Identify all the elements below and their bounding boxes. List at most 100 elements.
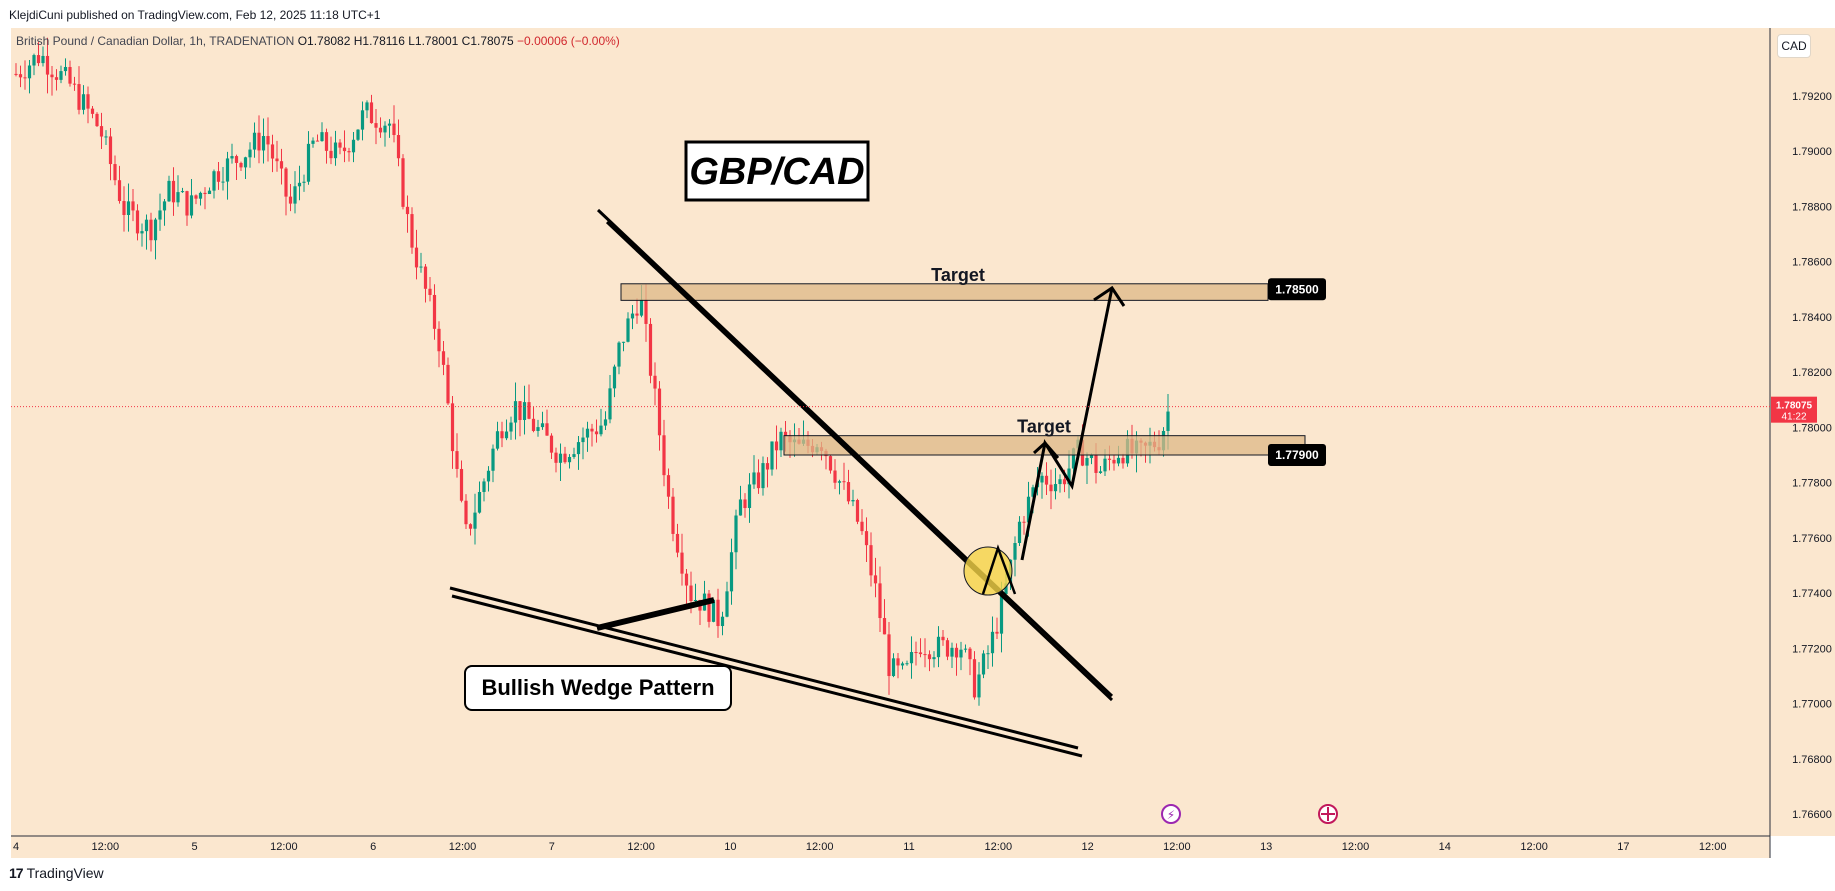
currency-button[interactable]: CAD (1777, 34, 1811, 58)
candle-body (248, 149, 252, 158)
candle-body (918, 652, 923, 655)
brand-name: TradingView (26, 865, 104, 881)
candle-body (905, 663, 909, 665)
candle-body (113, 164, 117, 181)
time-tick-label: 4 (13, 841, 19, 853)
candle-body (99, 126, 104, 137)
candle-body (455, 451, 459, 469)
candle-body (1040, 475, 1044, 483)
candle-body (986, 653, 990, 655)
projection-arrow (1020, 287, 1114, 561)
time-tick-label: 12:00 (270, 841, 298, 853)
candle-body (1166, 411, 1170, 431)
candle-body (509, 422, 513, 432)
candle-body (257, 132, 261, 151)
candle-body (581, 437, 585, 443)
candle-body (995, 631, 999, 634)
arrow-head (1032, 440, 1060, 459)
candle-body (648, 323, 653, 376)
candle-body (140, 231, 144, 234)
candle-body (486, 470, 491, 482)
pattern-label: Bullish Wedge Pattern (481, 675, 714, 700)
tradingview-logo[interactable]: 17 TradingView (9, 865, 104, 881)
price-tick-label: 1.79200 (1792, 91, 1832, 103)
price-tick-label: 1.77600 (1792, 533, 1832, 545)
candle-body (495, 431, 500, 449)
candle-body (1062, 479, 1067, 485)
candle-body (612, 366, 617, 389)
price-tick-label: 1.77200 (1792, 643, 1832, 655)
candle-body (981, 653, 986, 675)
change-value: −0.00006 (−0.00%) (517, 34, 620, 48)
arrow-head (1093, 285, 1126, 307)
candle-body (311, 140, 315, 144)
candle-body (365, 102, 369, 111)
candle-body (1022, 521, 1026, 523)
candle-body (266, 136, 270, 145)
time-tick-label: 13 (1260, 841, 1272, 853)
candle-body (666, 475, 671, 497)
candle-body (954, 647, 959, 658)
time-tick-label: 10 (724, 841, 736, 853)
time-tick-label: 12:00 (92, 841, 120, 853)
candle-body (167, 180, 171, 202)
candle-body (86, 94, 90, 109)
candle-body (59, 71, 63, 80)
candle-body (842, 481, 846, 483)
candle-body (360, 110, 365, 130)
candle-body (504, 431, 509, 439)
candle-body (1085, 458, 1089, 466)
zones-layer: Target 1.78500 Target 1.77900 (620, 265, 1326, 466)
candle-body (491, 448, 495, 471)
candle-body (315, 140, 320, 142)
time-tick-label: 12:00 (1163, 841, 1191, 853)
candle-body (765, 463, 770, 470)
candle-body (1013, 543, 1017, 560)
candle-body (738, 499, 743, 516)
candle-body (828, 456, 833, 471)
title-box (684, 140, 870, 202)
candle-body (45, 55, 50, 75)
candle-body (779, 431, 783, 451)
candle-body (846, 482, 851, 502)
candle-body (639, 299, 644, 316)
candle-body (909, 652, 914, 664)
candle-body (1089, 455, 1094, 459)
candle-body (320, 132, 324, 142)
candle-body (18, 74, 23, 78)
time-tick-label: 17 (1617, 841, 1629, 853)
candle-body (324, 132, 329, 151)
price-axis[interactable] (1770, 28, 1835, 836)
candle-body (743, 499, 747, 509)
chart-title: GBP/CAD (689, 151, 864, 193)
candle-body (576, 442, 581, 455)
zone-price-label: 1.77900 (1275, 448, 1319, 462)
symbol-name[interactable]: British Pound / Canadian Dollar, 1h, TRA… (16, 34, 295, 48)
time-axis[interactable] (11, 836, 1770, 858)
time-tick-label: 12 (1081, 841, 1093, 853)
candle-body (851, 500, 855, 502)
candle-body (1103, 458, 1107, 472)
candle-body (302, 181, 306, 183)
price-tick-label: 1.77400 (1792, 588, 1832, 600)
candle-body (36, 55, 41, 64)
candle-body (477, 491, 482, 513)
candle-body (774, 441, 779, 451)
drawings-layer: GBP/CAD Bullish Wedge Pattern (449, 140, 1126, 758)
close-value: C1.78075 (461, 34, 514, 48)
candle-body (356, 129, 360, 140)
candle-body (756, 472, 761, 489)
candle-body (225, 158, 230, 182)
candle-body (243, 157, 248, 168)
time-tick-label: 12:00 (806, 841, 834, 853)
time-tick-label: 12:00 (449, 841, 477, 853)
candle-body (833, 470, 837, 483)
candle-body (689, 585, 693, 601)
candle-body (351, 139, 356, 153)
candle-body (189, 195, 194, 216)
candle-body (990, 631, 995, 654)
candle-body (387, 123, 392, 126)
candle-body (1116, 457, 1121, 464)
breakout-circle (963, 546, 1013, 596)
